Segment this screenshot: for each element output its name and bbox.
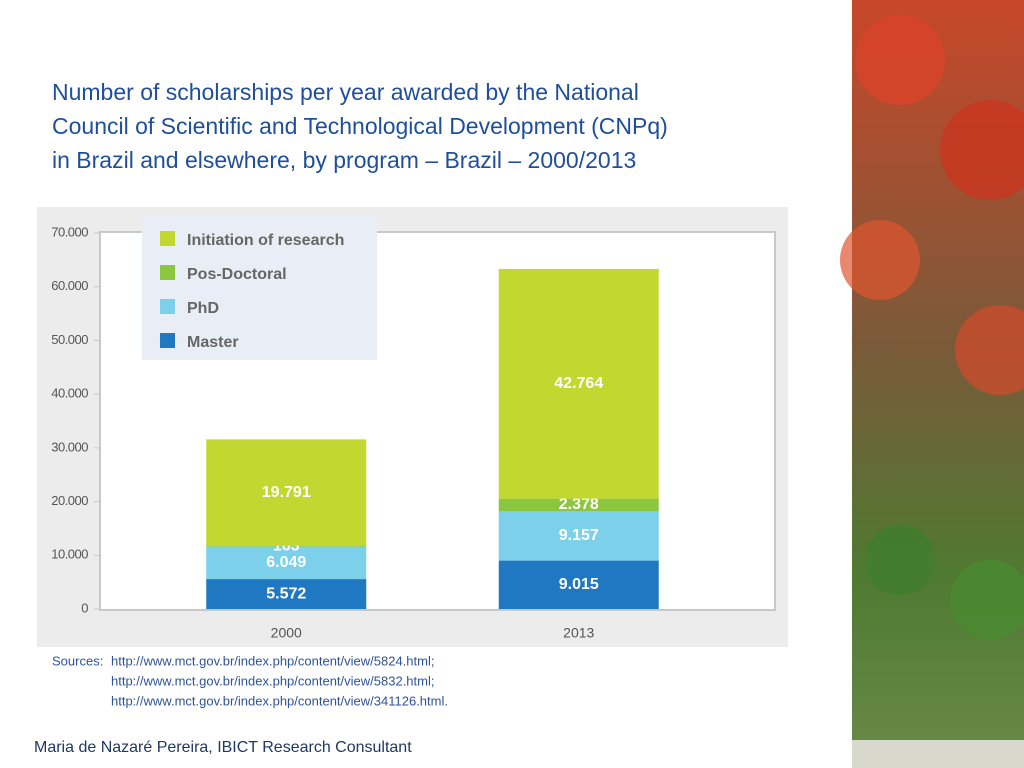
legend-swatch <box>160 265 175 280</box>
source-url: http://www.mct.gov.br/index.php/content/… <box>111 653 434 668</box>
legend-box <box>142 215 377 360</box>
sources-label: Sources: <box>52 653 103 668</box>
bar-segment <box>206 439 367 546</box>
y-tick-label: 50.000 <box>51 332 88 347</box>
legend-label: PhD <box>187 300 219 317</box>
value-label: 9.015 <box>559 576 599 593</box>
y-tick-label: 60.000 <box>51 278 88 293</box>
y-tick-label: 20.000 <box>51 493 88 508</box>
chart-title: Council of Scientific and Technological … <box>52 113 668 139</box>
chart-title: Number of scholarships per year awarded … <box>52 79 639 105</box>
chart-title: in Brazil and elsewhere, by program – Br… <box>52 147 636 173</box>
footer: Maria de Nazaré Pereira, IBICT Research … <box>34 739 412 756</box>
x-tick-label: 2000 <box>271 625 302 641</box>
bar-segment <box>498 268 659 499</box>
y-tick-label: 40.000 <box>51 386 88 401</box>
source-url: http://www.mct.gov.br/index.php/content/… <box>111 693 448 708</box>
value-label: 9.157 <box>559 527 599 544</box>
value-label: 42.764 <box>554 375 603 392</box>
value-label: 6.049 <box>266 554 306 571</box>
legend-swatch <box>160 231 175 246</box>
bar-segment <box>206 545 367 547</box>
legend-label: Initiation of research <box>187 232 344 249</box>
y-tick-label: 0 <box>81 600 88 615</box>
photo <box>840 0 1024 768</box>
y-tick-label: 30.000 <box>51 439 88 454</box>
legend-label: Pos-Doctoral <box>187 266 287 283</box>
bar-segment <box>206 546 367 580</box>
bar-segment <box>206 579 367 609</box>
source-url: http://www.mct.gov.br/index.php/content/… <box>111 673 434 688</box>
bar-segment <box>498 511 659 561</box>
value-label: 19.791 <box>262 484 311 501</box>
value-label: 5.572 <box>266 585 306 602</box>
y-tick-label: 70.000 <box>51 224 88 239</box>
y-tick-label: 10.000 <box>51 547 88 562</box>
legend-swatch <box>160 299 175 314</box>
legend-label: Master <box>187 334 239 351</box>
bar-segment <box>498 498 659 512</box>
value-label: 2.378 <box>559 496 599 513</box>
bar-segment <box>498 560 659 609</box>
x-tick-label: 2013 <box>563 625 594 641</box>
legend-swatch <box>160 333 175 348</box>
